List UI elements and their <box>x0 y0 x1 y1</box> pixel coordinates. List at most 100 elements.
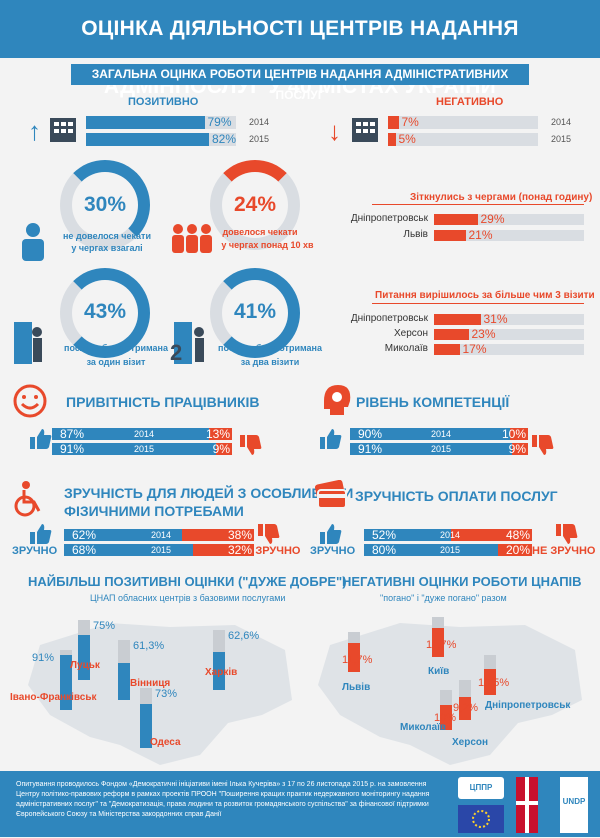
bar-value-label: 82% <box>212 132 237 146</box>
map-bar <box>60 655 72 710</box>
queues-title: Зіткнулись з чергами (понад годину) <box>410 192 593 203</box>
bar-value-label: 10% <box>501 427 526 441</box>
card-payment-icon <box>314 480 347 509</box>
competence-title: РІВЕНЬ КОМПЕТЕНЦІЇ <box>356 394 510 410</box>
svg-text:2: 2 <box>170 340 182 365</box>
map-bar <box>78 635 90 680</box>
map-bar <box>432 627 444 657</box>
bar-value-label: 31% <box>483 312 508 326</box>
bar-value-label: 9% <box>212 442 230 456</box>
map-value-label: 11,7% <box>342 654 373 666</box>
accessibility-title-2: ФІЗИЧНИМИ ПОТРЕБАМИ <box>64 503 244 519</box>
bar-positive <box>350 428 511 440</box>
circle-no-wait-text2: у чергах взагалі <box>71 243 143 253</box>
bar-value-label: 68% <box>72 543 97 557</box>
visits-title: Питання вирішилось за більше чим 3 візит… <box>375 290 595 301</box>
year-label: 2014 <box>431 429 452 439</box>
ukraine-maps <box>28 623 582 765</box>
bar-value-label: 29% <box>480 212 505 226</box>
circle-one-visit-text1: послуга була отримана <box>64 343 168 353</box>
arrow-up-icon: ↑ <box>28 116 41 146</box>
door-person-icon <box>14 322 42 364</box>
eu-flag-logo <box>458 805 504 833</box>
map-bar <box>140 704 152 748</box>
bar <box>388 133 396 146</box>
bar-value-label: 17% <box>462 342 487 356</box>
bar-positive <box>52 443 216 455</box>
bar <box>86 116 205 129</box>
map-bar <box>440 705 452 730</box>
cppr-logo: ЦППР <box>458 777 504 799</box>
bar-negative <box>181 529 254 541</box>
bar-negative <box>215 443 232 455</box>
thumbs-down-icon <box>258 524 280 544</box>
negative-label: НЕГАТИВНО <box>436 96 504 108</box>
bar-value-label: 7% <box>401 115 419 129</box>
bar-value-label: 52% <box>372 528 397 542</box>
bar-value-label: 91% <box>60 442 85 456</box>
circle-wait-10-text2: у чергах понад 10 хв <box>221 240 314 250</box>
map-value-label: 62,6% <box>228 630 260 642</box>
bar <box>434 329 469 340</box>
head-gear-icon <box>324 385 351 415</box>
bar-positive <box>364 544 499 556</box>
map-value-label: 10% <box>434 712 457 724</box>
bar-track <box>434 214 584 225</box>
map-city-label: Вінниця <box>130 678 171 689</box>
bar-track <box>434 230 584 241</box>
circle-two-visits-text2: за два візити <box>240 357 300 367</box>
section-title: ЗАГАЛЬНА ОЦІНКА РОБОТИ ЦЕНТРІВ НАДАННЯ А… <box>71 64 529 102</box>
arrow-down-icon: ↓ <box>328 116 341 146</box>
building-icon <box>50 118 76 142</box>
map-city-label: Херсон <box>452 737 489 748</box>
map-city-label: Львів <box>342 682 371 693</box>
payment-no-label: НЕ ЗРУЧНО <box>532 545 596 557</box>
circle-no-wait-value: 30% <box>83 193 127 216</box>
year-label: 2014 <box>249 117 270 127</box>
page-title: ОЦІНКА ДІЯЛЬНОСТІ ЦЕНТРІВ НАДАННЯ АДМІНП… <box>0 0 600 98</box>
friendliness-title: ПРИВІТНІСТЬ ПРАЦІВНИКІВ <box>66 394 260 410</box>
circle-one-visit-text2: за один візит <box>86 357 146 367</box>
accessibility-yes-label: ЗРУЧНО <box>12 545 58 557</box>
undp-logo: UNDP <box>560 777 588 833</box>
bar-negative <box>498 544 532 556</box>
bar-value-label: 79% <box>207 115 232 129</box>
thumbs-up-icon <box>30 524 52 544</box>
bar-track <box>388 133 538 146</box>
visits-rule <box>372 303 584 304</box>
bar <box>434 344 460 355</box>
year-label: 2015 <box>151 545 172 555</box>
map-city-label: Київ <box>428 666 450 677</box>
bar-value-label: 21% <box>468 228 493 242</box>
bar-value-label: 23% <box>471 327 496 341</box>
payment-yes-label: ЗРУЧНО <box>310 545 356 557</box>
bar <box>434 314 481 325</box>
year-label: 2015 <box>134 444 155 454</box>
bar-value-label: 13% <box>205 427 230 441</box>
circle-two-visits-value: 41% <box>233 300 277 323</box>
bar-value-label: 62% <box>72 528 97 542</box>
map-value-label: 10,5% <box>478 677 510 689</box>
smiley-icon <box>13 384 47 418</box>
positive-label: ПОЗИТИВНО <box>128 96 199 108</box>
thumbs-down-icon <box>240 435 262 455</box>
map-value-label: 75% <box>93 620 116 632</box>
year-label: 2015 <box>431 444 452 454</box>
building-icon <box>352 118 378 142</box>
bar-value-label: 80% <box>372 543 397 557</box>
circle-wait-10-text1: довелося чекати <box>222 227 298 237</box>
bar-value-label: 9% <box>508 442 526 456</box>
map-value-label: 61,3% <box>133 640 165 652</box>
bar-positive <box>350 443 512 455</box>
bar-value-label: 48% <box>505 528 530 542</box>
bar-negative <box>193 544 254 556</box>
wheelchair-icon <box>14 481 41 517</box>
bar-value-label: 90% <box>358 427 383 441</box>
map-city-label: Івано-Франківськ <box>10 692 97 703</box>
circle-wait-10-value: 24% <box>233 193 277 216</box>
circle-one-visit-value: 43% <box>83 300 127 323</box>
year-label: 2015 <box>249 134 270 144</box>
map-city-label: Миколаїв <box>400 722 447 733</box>
bar-value-label: 5% <box>398 132 416 146</box>
city-label: Херсон <box>394 328 428 339</box>
